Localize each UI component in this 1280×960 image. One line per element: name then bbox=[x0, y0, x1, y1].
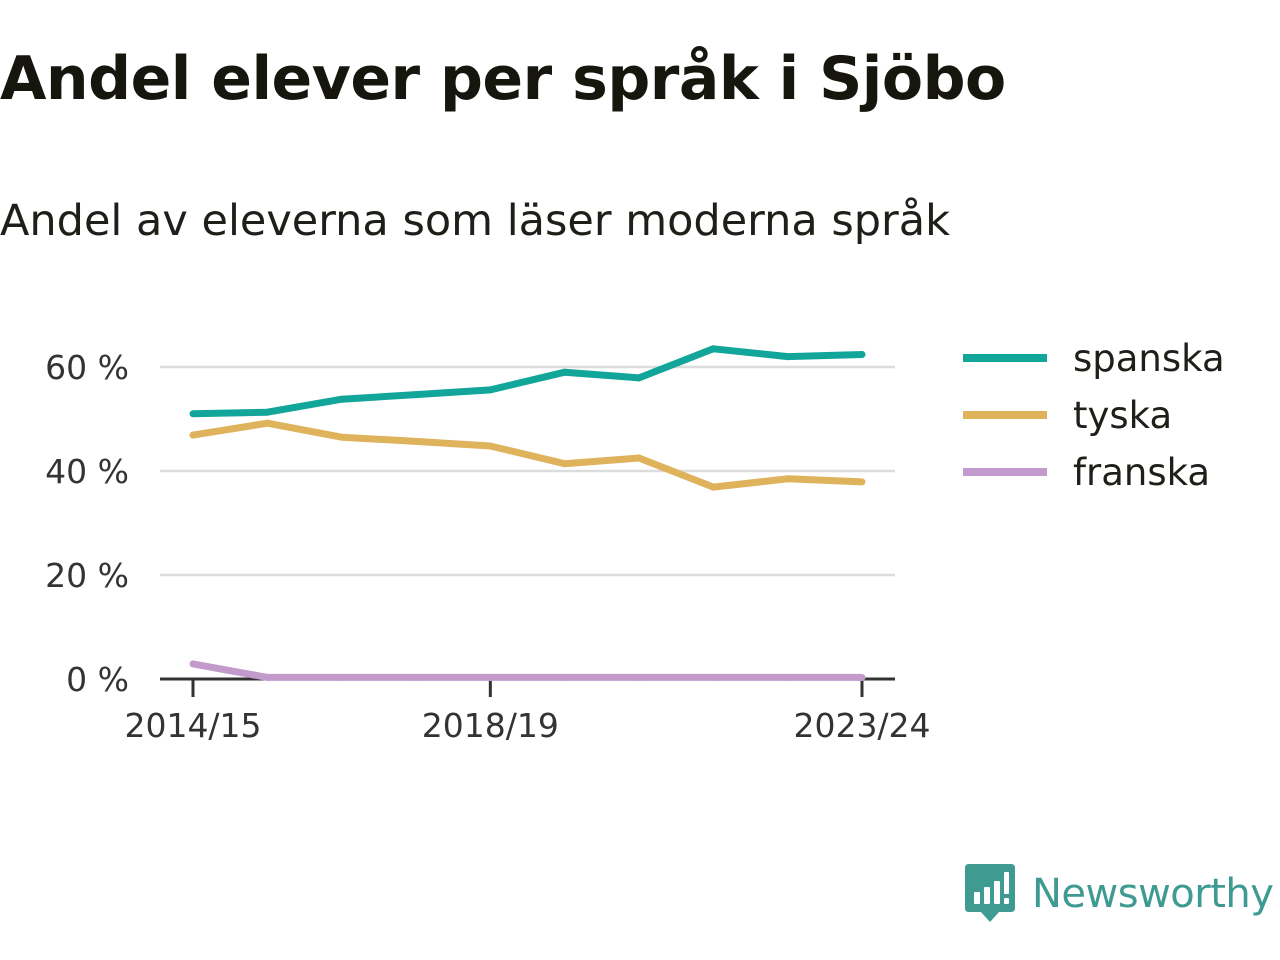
legend: spanska tyska franska bbox=[963, 337, 1225, 494]
data-point-franska bbox=[412, 673, 420, 681]
x-tick-label: 2014/15 bbox=[124, 706, 261, 745]
chart-subtitle: Andel av eleverna som läser moderna språ… bbox=[0, 196, 950, 246]
data-point-spanska bbox=[412, 391, 420, 399]
data-point-franska bbox=[784, 673, 792, 681]
x-tick-label: 2018/19 bbox=[422, 706, 559, 745]
series-lines bbox=[189, 345, 866, 681]
data-point-tyska bbox=[709, 483, 717, 491]
y-axis: 0 % 20 % 40 % 60 % bbox=[45, 348, 129, 699]
data-point-tyska bbox=[412, 437, 420, 445]
data-point-franska bbox=[709, 673, 717, 681]
data-point-franska bbox=[189, 660, 197, 668]
data-point-spanska bbox=[263, 408, 271, 416]
data-point-spanska bbox=[784, 353, 792, 361]
data-point-spanska bbox=[561, 368, 569, 376]
data-point-tyska bbox=[486, 442, 494, 450]
data-point-tyska bbox=[189, 431, 197, 439]
data-point-franska bbox=[486, 673, 494, 681]
chart-title: Andel elever per språk i Sjöbo bbox=[0, 44, 1006, 114]
data-point-tyska bbox=[338, 433, 346, 441]
y-tick-label: 60 % bbox=[45, 348, 129, 387]
series-line-tyska bbox=[192, 419, 863, 491]
data-point-tyska bbox=[784, 475, 792, 483]
data-point-spanska bbox=[189, 410, 197, 418]
gridlines bbox=[160, 365, 895, 577]
y-tick-label: 20 % bbox=[45, 556, 129, 595]
data-point-franska bbox=[858, 673, 866, 681]
data-point-franska bbox=[561, 673, 569, 681]
data-point-spanska bbox=[338, 395, 346, 403]
legend-label-franska: franska bbox=[1073, 451, 1210, 494]
y-tick-label: 40 % bbox=[45, 452, 129, 491]
data-point-spanska bbox=[486, 386, 494, 394]
series-line-spanska bbox=[192, 345, 863, 418]
legend-label-tyska: tyska bbox=[1073, 394, 1172, 437]
data-point-tyska bbox=[561, 460, 569, 468]
data-point-spanska bbox=[858, 351, 866, 359]
data-point-franska bbox=[338, 673, 346, 681]
brand-logo: Newsworthy bbox=[965, 864, 1274, 924]
x-axis: 2014/15 2018/19 2023/24 bbox=[124, 677, 931, 745]
data-point-tyska bbox=[858, 478, 866, 486]
series-line-franska bbox=[192, 660, 862, 681]
data-point-franska bbox=[263, 673, 271, 681]
legend-label-spanska: spanska bbox=[1073, 337, 1225, 380]
x-tick-label: 2023/24 bbox=[793, 706, 930, 745]
data-point-spanska bbox=[635, 374, 643, 382]
y-tick-label: 0 % bbox=[66, 660, 129, 699]
brand-name: Newsworthy bbox=[1032, 871, 1274, 917]
data-point-tyska bbox=[263, 419, 271, 427]
data-point-franska bbox=[635, 673, 643, 681]
data-point-tyska bbox=[635, 454, 643, 462]
newsworthy-logo-icon bbox=[965, 864, 1015, 922]
data-point-spanska bbox=[709, 345, 717, 353]
